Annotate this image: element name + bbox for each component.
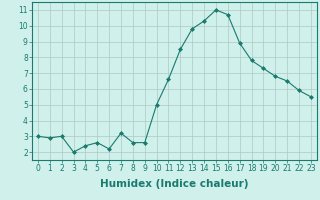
X-axis label: Humidex (Indice chaleur): Humidex (Indice chaleur) (100, 179, 249, 189)
